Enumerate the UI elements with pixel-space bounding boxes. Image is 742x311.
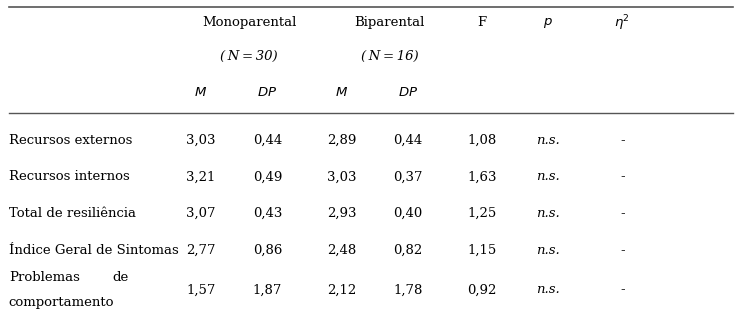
Text: 1,57: 1,57 bbox=[186, 283, 216, 296]
Text: 1,25: 1,25 bbox=[467, 207, 496, 220]
Text: n.s.: n.s. bbox=[536, 207, 560, 220]
Text: 3,21: 3,21 bbox=[186, 170, 216, 183]
Text: -: - bbox=[620, 283, 625, 296]
Text: Biparental: Biparental bbox=[354, 16, 424, 29]
Text: 3,03: 3,03 bbox=[186, 134, 216, 147]
Text: 2,77: 2,77 bbox=[186, 244, 216, 257]
Text: 1,15: 1,15 bbox=[467, 244, 496, 257]
Text: 0,43: 0,43 bbox=[253, 207, 282, 220]
Text: 0,44: 0,44 bbox=[253, 134, 282, 147]
Text: Total de resiliência: Total de resiliência bbox=[9, 207, 136, 220]
Text: n.s.: n.s. bbox=[536, 244, 560, 257]
Text: n.s.: n.s. bbox=[536, 170, 560, 183]
Text: 2,93: 2,93 bbox=[326, 207, 356, 220]
Text: $\eta^2$: $\eta^2$ bbox=[614, 13, 630, 33]
Text: 1,78: 1,78 bbox=[393, 283, 423, 296]
Text: -: - bbox=[620, 134, 625, 147]
Text: 1,08: 1,08 bbox=[467, 134, 496, 147]
Text: F: F bbox=[477, 16, 487, 29]
Text: 2,89: 2,89 bbox=[326, 134, 356, 147]
Text: -: - bbox=[620, 244, 625, 257]
Text: ( N = 16): ( N = 16) bbox=[361, 50, 418, 63]
Text: 1,63: 1,63 bbox=[467, 170, 496, 183]
Text: n.s.: n.s. bbox=[536, 283, 560, 296]
Text: 2,12: 2,12 bbox=[326, 283, 356, 296]
Text: 1,87: 1,87 bbox=[253, 283, 282, 296]
Text: $DP$: $DP$ bbox=[398, 86, 418, 100]
Text: ( N = 30): ( N = 30) bbox=[220, 50, 278, 63]
Text: 0,37: 0,37 bbox=[393, 170, 423, 183]
Text: 0,82: 0,82 bbox=[393, 244, 423, 257]
Text: $p$: $p$ bbox=[543, 16, 554, 30]
Text: 0,44: 0,44 bbox=[393, 134, 423, 147]
Text: 0,86: 0,86 bbox=[253, 244, 282, 257]
Text: comportamento: comportamento bbox=[9, 296, 114, 309]
Text: $M$: $M$ bbox=[194, 86, 208, 100]
Text: Problemas: Problemas bbox=[9, 271, 79, 284]
Text: Recursos externos: Recursos externos bbox=[9, 134, 132, 147]
Text: -: - bbox=[620, 170, 625, 183]
Text: $M$: $M$ bbox=[335, 86, 348, 100]
Text: Monoparental: Monoparental bbox=[202, 16, 296, 29]
Text: Índice Geral de Sintomas: Índice Geral de Sintomas bbox=[9, 244, 179, 257]
Text: 3,07: 3,07 bbox=[186, 207, 216, 220]
Text: 3,03: 3,03 bbox=[326, 170, 356, 183]
Text: 0,49: 0,49 bbox=[253, 170, 282, 183]
Text: Recursos internos: Recursos internos bbox=[9, 170, 130, 183]
Text: 0,92: 0,92 bbox=[467, 283, 496, 296]
Text: $DP$: $DP$ bbox=[257, 86, 278, 100]
Text: -: - bbox=[620, 207, 625, 220]
Text: 0,40: 0,40 bbox=[393, 207, 423, 220]
Text: 2,48: 2,48 bbox=[326, 244, 356, 257]
Text: de: de bbox=[112, 271, 128, 284]
Text: n.s.: n.s. bbox=[536, 134, 560, 147]
